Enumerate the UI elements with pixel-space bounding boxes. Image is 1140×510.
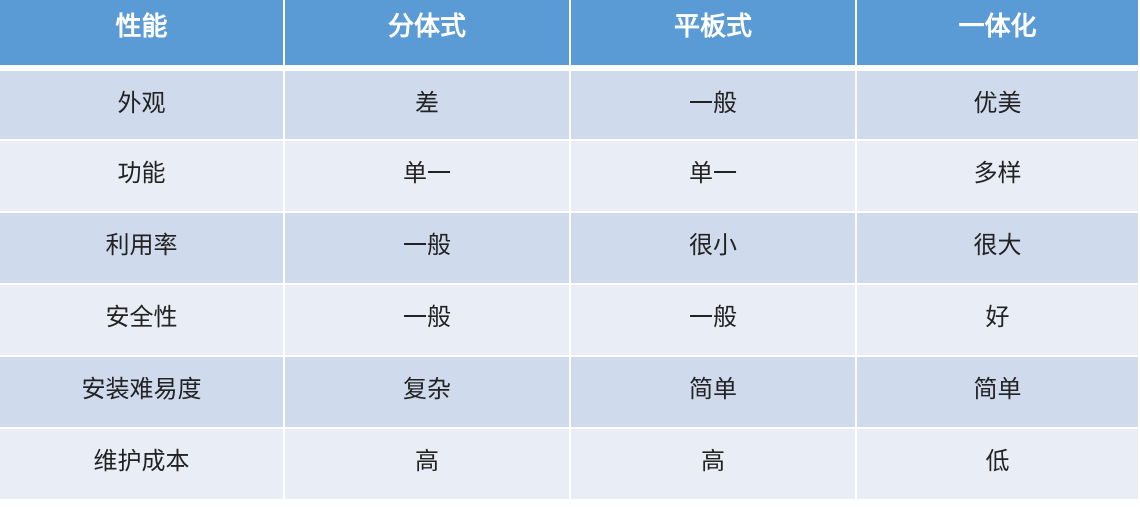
- table-cell: 简单: [855, 356, 1138, 429]
- table-cell: 外观: [0, 68, 284, 141]
- table-cell: 好: [855, 284, 1138, 357]
- table-row: 安全性 一般 一般好: [0, 284, 1138, 357]
- table-row: 利用率 一般 很小 很大: [0, 212, 1138, 285]
- table-cell: 优美: [855, 68, 1138, 141]
- header-row: 性能 分体式 平板式 一体化: [0, 0, 1138, 71]
- table-cell: 单一: [283, 140, 570, 213]
- table-cell: 一般: [283, 212, 570, 285]
- table-cell: 简单: [569, 356, 856, 429]
- table-row: 维护成本高高低: [0, 428, 1138, 501]
- table-cell: 一般: [569, 284, 856, 357]
- table-row: 安装难易度 复杂 简单 简单: [0, 356, 1138, 429]
- header-cell: 一体化: [855, 0, 1138, 71]
- header-cell: 性能: [0, 0, 284, 71]
- table-cell: 单一: [569, 140, 856, 213]
- table-cell: 高: [569, 428, 856, 501]
- table-row: 外观差一般 优美: [0, 68, 1138, 141]
- table-cell: 一般: [569, 68, 856, 141]
- table-cell: 安装难易度: [0, 356, 284, 429]
- table-cell: 差: [283, 68, 570, 141]
- table-cell: 一般: [283, 284, 570, 357]
- header-cell: 分体式: [283, 0, 570, 71]
- table-cell: 复杂: [283, 356, 570, 429]
- table-cell: 高: [283, 428, 570, 501]
- table-cell: 很小: [569, 212, 856, 285]
- table-cell: 安全性: [0, 284, 284, 357]
- table-cell: 多样: [855, 140, 1138, 213]
- table-row: 功能 单一 单一 多样: [0, 140, 1138, 213]
- table-cell: 利用率: [0, 212, 284, 285]
- table-cell: 很大: [855, 212, 1138, 285]
- table-cell: 低: [855, 428, 1138, 501]
- table-cell: 功能: [0, 140, 284, 213]
- header-cell: 平板式: [569, 0, 856, 71]
- table-cell: 维护成本: [0, 428, 284, 501]
